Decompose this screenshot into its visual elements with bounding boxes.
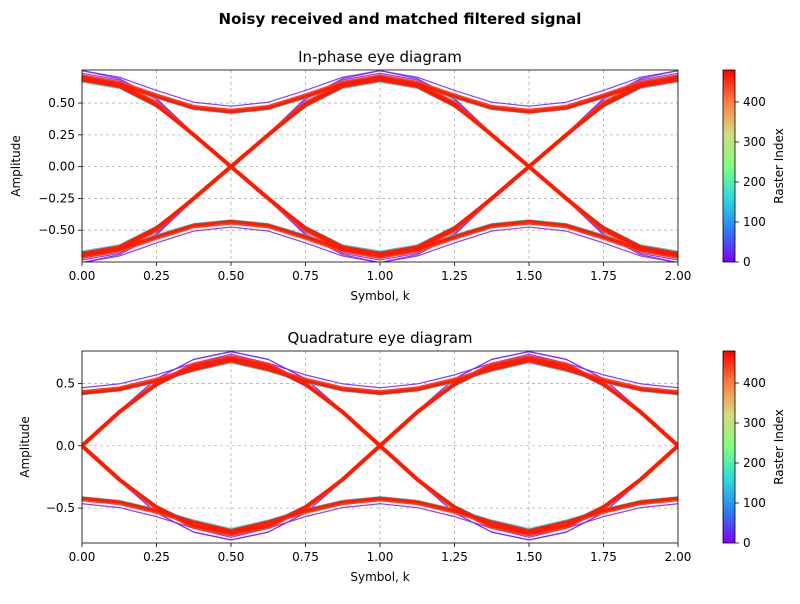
colorbar-tick-label: 0 [743,255,751,269]
quadrature-x-tick-label: 1.75 [590,550,617,564]
inphase-y-tick-label: 0.50 [48,96,75,110]
inphase-title: In-phase eye diagram [298,48,462,66]
colorbar-tick-label: 400 [743,95,766,109]
quadrature-x-tick-label: 1.50 [516,550,543,564]
inphase-trace-series-2 [82,70,678,107]
inphase-x-tick-label: 0.25 [143,269,170,283]
colorbar-gradient [723,351,735,543]
inphase-x-tick-label: 1.00 [367,269,394,283]
inphase-x-tick-label: 2.00 [665,269,692,283]
inphase-y-axis-label: Amplitude [9,135,23,197]
colorbar-tick-label: 0 [743,536,751,550]
inphase-trace-series-3 [82,219,678,255]
quadrature-trace-series-5 [82,496,678,533]
colorbar-frame [722,69,736,263]
inphase-eye-diagram-panel: In-phase eye diagram 0.00 0.25 0.50 0.75 1.00… [9,48,786,303]
colorbar-tick-label: 200 [743,456,766,470]
quadrature-y-tick-label: 0.5 [56,376,75,390]
inphase-trace-series-3 [82,226,678,262]
colorbar-tick-label: 200 [743,175,766,189]
inphase-trace-series-3 [82,219,678,258]
colorbar-label: Raster Index [772,409,786,485]
quadrature-trace-series-4 [82,353,678,389]
inphase-y-tick-label: 0.00 [48,160,75,174]
quadrature-trace-series-4 [82,359,678,395]
quadrature-x-tick-label: 0.75 [292,550,319,564]
inphase-x-tick-label: 1.25 [441,269,468,283]
colorbar-gradient [723,70,735,262]
quadrature-x-tick-label: 2.00 [665,550,692,564]
inphase-x-tick-label: 0.00 [69,269,96,283]
inphase-x-tick-label: 1.50 [516,269,543,283]
inphase-trace-series-4 [82,78,678,255]
quadrature-x-tick-label: 0.25 [143,550,170,564]
inphase-traces [82,70,678,262]
inphase-trace-series-5 [82,78,678,255]
inphase-x-axis-label: Symbol, k [350,289,409,303]
quadrature-x-axis-label: Symbol, k [350,570,409,584]
quadrature-x-tick-label: 1.25 [441,550,468,564]
colorbar-tick-label: 400 [743,376,766,390]
quadrature-title: Quadrature eye diagram [287,329,472,347]
quadrature-trace-series-5 [82,503,678,538]
inphase-colorbar: 0 100 200 300 400 Raster Index [722,69,786,269]
quadrature-y-tick-label: −0.5 [46,501,75,515]
inphase-x-tick-label: 1.75 [590,269,617,283]
inphase-y-tick-label: −0.50 [38,223,75,237]
colorbar-label: Raster Index [772,128,786,204]
inphase-y-tick-label: −0.25 [38,191,75,205]
colorbar-tick-label: 300 [743,135,766,149]
quadrature-y-axis-label: Amplitude [18,416,32,478]
quadrature-x-tick-label: 1.00 [367,550,394,564]
inphase-x-tick-label: 0.50 [218,269,245,283]
quadrature-y-tick-label: 0.0 [56,439,75,453]
quadrature-x-tick-label: 0.00 [69,550,96,564]
inphase-y-tick-label: 0.25 [48,128,75,142]
colorbar-frame [722,350,736,544]
quadrature-x-tick-label: 0.50 [218,550,245,564]
colorbar-tick-label: 300 [743,416,766,430]
inphase-trace-series-2 [82,76,678,114]
quadrature-colorbar: 0 100 200 300 400 Raster Index [722,350,786,550]
colorbar-tick-label: 100 [743,496,766,510]
quadrature-traces [82,351,678,541]
colorbar-tick-label: 100 [743,215,766,229]
figure-suptitle: Noisy received and matched filtered sign… [219,10,582,28]
inphase-x-tick-label: 0.75 [292,269,319,283]
